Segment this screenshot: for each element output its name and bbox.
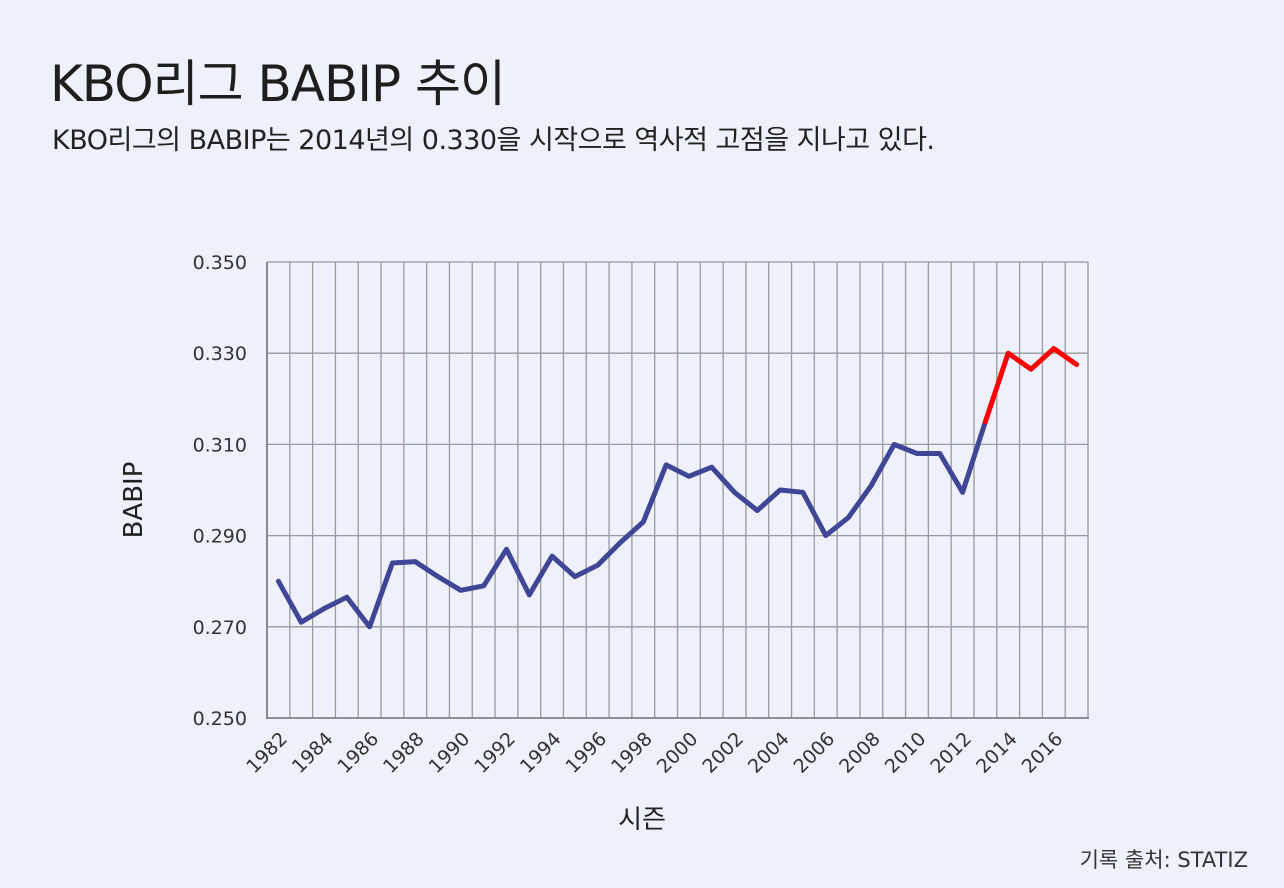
y-tick-label: 0.330	[193, 343, 247, 365]
x-tick-label: 2004	[744, 728, 794, 778]
x-tick-label: 2010	[881, 728, 931, 778]
x-tick-label: 2012	[926, 728, 976, 778]
x-tick-labels: 1982198419861988199019921994199619982000…	[242, 728, 1067, 778]
x-tick-label: 2016	[1018, 728, 1068, 778]
y-tick-label: 0.290	[193, 526, 247, 548]
series-line-highlight	[982, 346, 1080, 425]
x-tick-label: 1984	[288, 728, 338, 778]
y-tick-labels: 0.250 0.270 0.290 0.310 0.330 0.350	[193, 252, 247, 730]
x-tick-label: 1996	[561, 728, 611, 778]
x-tick-label: 1992	[470, 728, 520, 778]
y-tick-label: 0.270	[193, 617, 247, 639]
grid	[266, 261, 1089, 719]
y-tick-label: 0.310	[193, 434, 247, 456]
series-layer	[275, 346, 1080, 630]
x-tick-label: 1982	[242, 728, 292, 778]
y-tick-label: 0.350	[193, 252, 247, 274]
x-tick-label: 1998	[607, 728, 657, 778]
x-tick-label: 1994	[516, 728, 566, 778]
x-tick-label: 2014	[972, 728, 1022, 778]
y-axis-title: BABIP	[119, 462, 149, 539]
x-tick-label: 2006	[790, 728, 840, 778]
x-tick-label: 1990	[425, 728, 475, 778]
series-line-main	[275, 419, 988, 630]
chart-title: KBO리그 BABIP 추이	[50, 55, 506, 113]
chart-subtitle: KBO리그의 BABIP는 2014년의 0.330을 시작으로 역사적 고점을…	[52, 125, 935, 156]
x-tick-label: 1986	[333, 728, 383, 778]
y-tick-label: 0.250	[193, 708, 247, 730]
x-axis-title: 시즌	[618, 805, 666, 835]
data-source: 기록 출처: STATIZ	[1079, 848, 1248, 872]
x-tick-label: 1988	[379, 728, 429, 778]
x-tick-label: 2002	[698, 728, 748, 778]
x-tick-label: 2000	[653, 728, 703, 778]
axes	[266, 262, 1089, 719]
x-tick-label: 2008	[835, 728, 885, 778]
